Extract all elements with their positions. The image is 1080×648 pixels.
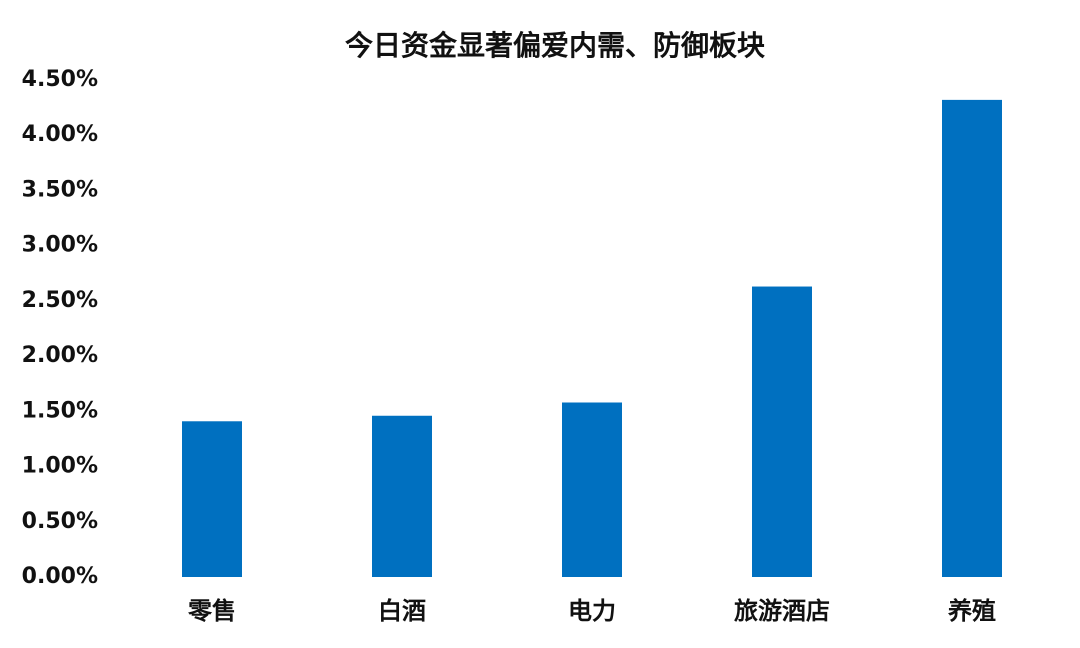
bar	[942, 99, 1002, 577]
y-tick-label: 2.50%	[22, 288, 98, 313]
y-tick-label: 1.00%	[22, 454, 98, 479]
y-tick-label: 1.50%	[22, 398, 98, 423]
x-tick-label: 零售	[187, 597, 236, 625]
x-tick-label: 旅游酒店	[734, 597, 830, 625]
y-tick-label: 2.00%	[22, 343, 98, 368]
bar	[562, 402, 622, 577]
chart-title: 今日资金显著偏爱内需、防御板块	[345, 29, 765, 62]
bar	[752, 286, 812, 577]
y-tick-label: 4.00%	[22, 122, 98, 147]
bar	[182, 421, 242, 577]
x-tick-label: 养殖	[947, 597, 996, 625]
y-tick-label: 4.50%	[22, 67, 98, 92]
y-tick-label: 3.00%	[22, 233, 98, 258]
y-tick-label: 0.00%	[22, 564, 98, 589]
bar	[372, 415, 432, 577]
x-tick-label: 白酒	[378, 597, 426, 625]
x-tick-label: 电力	[568, 597, 616, 625]
y-tick-label: 0.50%	[22, 509, 98, 534]
y-tick-label: 3.50%	[22, 177, 98, 202]
